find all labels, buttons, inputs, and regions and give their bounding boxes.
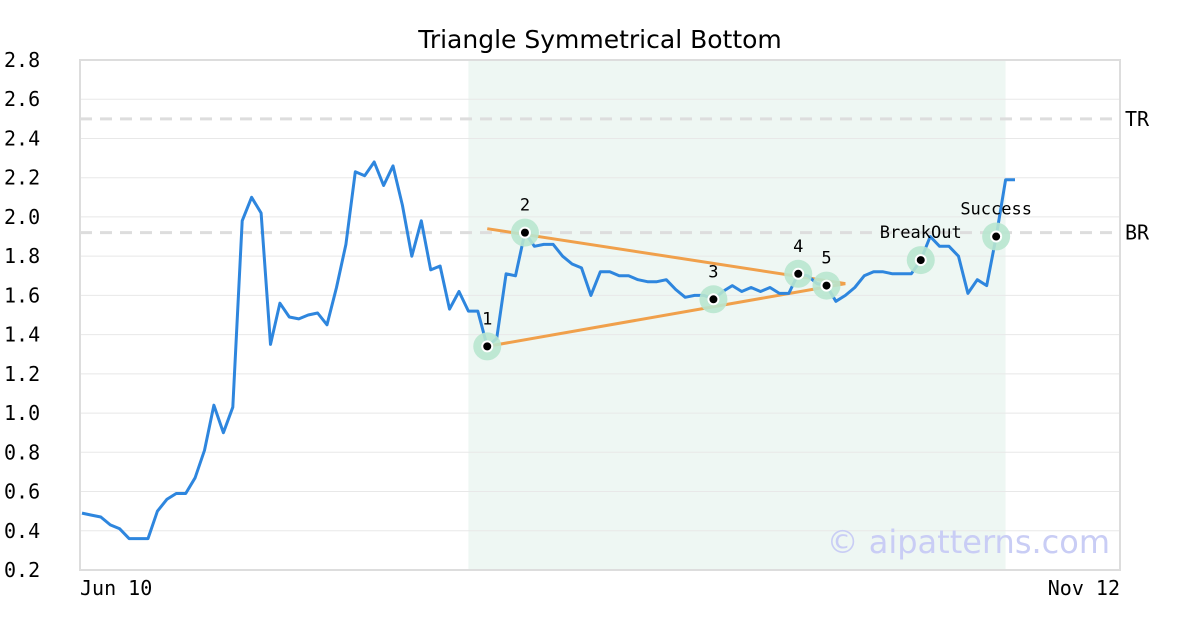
point-label: 3 xyxy=(708,262,718,282)
point-marker xyxy=(518,226,531,239)
x-tick-label: Jun 10 xyxy=(80,576,152,600)
point-label: 4 xyxy=(793,237,803,257)
point-label: 2 xyxy=(520,196,530,216)
watermark: © aipatterns.com xyxy=(827,523,1110,561)
y-tick-label: 2.0 xyxy=(4,205,40,229)
y-tick-label: 1.2 xyxy=(4,362,40,386)
y-tick-label: 0.6 xyxy=(4,480,40,504)
point-marker xyxy=(792,267,805,280)
point-marker xyxy=(990,230,1003,243)
shaded-region-layer xyxy=(468,60,1006,570)
plot-frame xyxy=(79,59,1121,571)
point-label: 1 xyxy=(482,309,492,329)
y-tick-label: 2.6 xyxy=(4,87,40,111)
y-axis: 0.2 0.4 0.6 0.8 1.0 1.2 1.4 1.6 1.8 2.0 2.2 2.4 2.6 2… xyxy=(4,48,40,582)
x-tick-label: Nov 12 xyxy=(1048,576,1120,600)
point-marker xyxy=(481,340,494,353)
point-label: BreakOut xyxy=(880,223,962,243)
y-tick-label: 2.8 xyxy=(4,48,40,72)
shaded-region xyxy=(468,60,1006,570)
y-tick-label: 1.4 xyxy=(4,323,40,347)
points-layer: 1 2 3 45 BreakOut Success xyxy=(473,196,1032,361)
point-label: Success xyxy=(960,200,1032,220)
x-axis: Jun 10 Nov 12 xyxy=(80,576,1120,600)
chart-title: Triangle Symmetrical Bottom xyxy=(417,25,782,54)
reference-line-label: TR xyxy=(1125,107,1150,131)
price-line xyxy=(81,160,1015,541)
point-marker xyxy=(914,254,927,267)
point-marker xyxy=(820,279,833,292)
y-tick-label: 0.8 xyxy=(4,440,40,464)
point-label: 5 xyxy=(821,249,831,269)
y-tick-label: 1.0 xyxy=(4,401,40,425)
y-tick-label: 2.4 xyxy=(4,126,40,150)
y-tick-label: 2.2 xyxy=(4,166,40,190)
point-marker xyxy=(707,293,720,306)
y-tick-label: 0.2 xyxy=(4,558,40,582)
y-tick-label: 1.8 xyxy=(4,244,40,268)
y-tick-label: 0.4 xyxy=(4,519,40,543)
y-tick-label: 1.6 xyxy=(4,283,40,307)
series-layer xyxy=(81,160,1015,541)
reference-line-label: BR xyxy=(1125,221,1150,245)
reference-lines-layer: TR BR xyxy=(80,107,1150,245)
